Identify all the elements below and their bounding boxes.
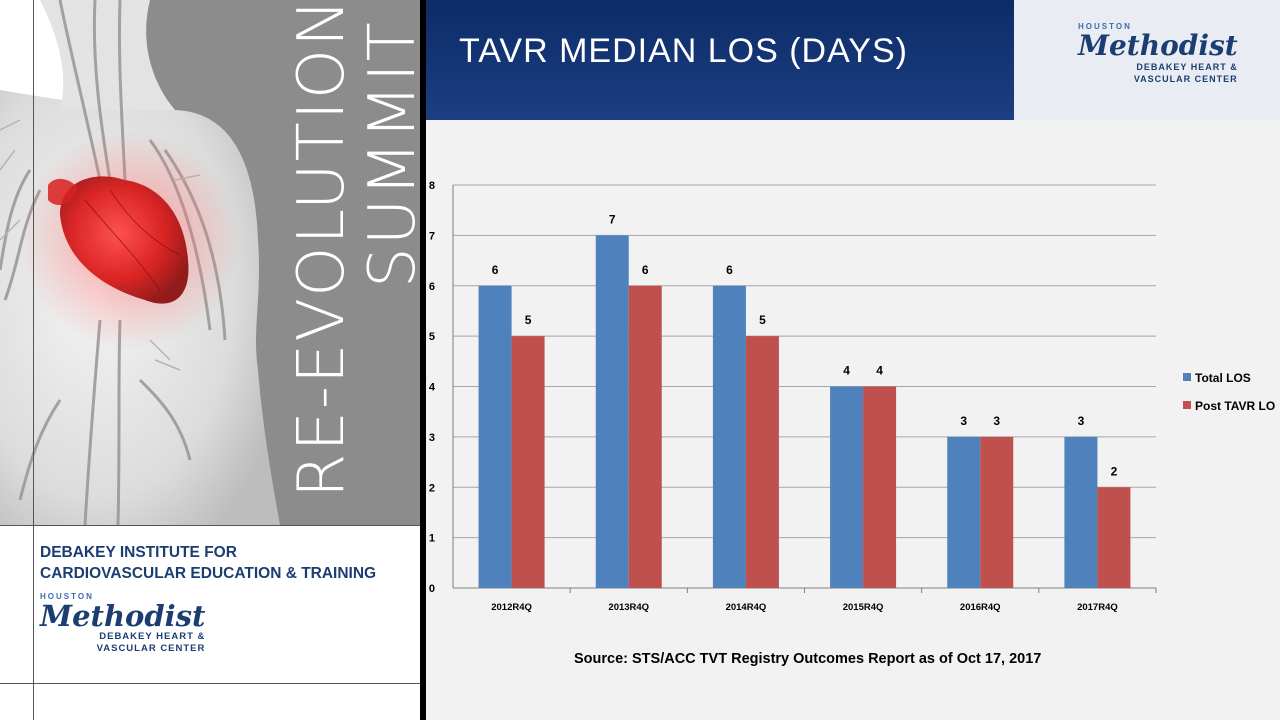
logo-houston-text: HOUSTON [40,592,94,601]
legend-swatch [1183,373,1191,381]
x-tick-label: 2017R4Q [1077,602,1118,613]
bar-post-tavr-lo [628,285,662,588]
data-label: 3 [1078,414,1085,428]
slide-title: TAVR MEDIAN LOS (DAYS) [459,32,908,70]
x-tick-label: 2016R4Q [960,602,1001,613]
source-note: Source: STS/ACC TVT Registry Outcomes Re… [574,651,1042,667]
slide: TAVR MEDIAN LOS (DAYS) HOUSTON Methodist… [426,0,1280,720]
data-label: 6 [642,263,649,277]
methodist-logo: HOUSTON Methodist DEBAKEY HEART & VASCUL… [40,592,205,655]
bar-post-tavr-lo [1097,487,1131,588]
guide-line-vertical [33,0,34,720]
anatomy-illustration [0,0,420,525]
institute-name: DEBAKEY INSTITUTE FOR CARDIOVASCULAR EDU… [40,542,376,584]
y-tick-label: 7 [429,230,435,242]
logo-sub-line1: DEBAKEY HEART & [99,631,206,642]
data-label: 4 [843,364,850,378]
x-tick-label: 2014R4Q [726,602,767,613]
data-label: 5 [525,313,532,327]
data-label: 3 [960,414,967,428]
y-tick-label: 6 [429,281,435,293]
header-logo-sub-line1: DEBAKEY HEART & [1136,62,1238,72]
legend-label: Post TAVR LO [1195,399,1275,413]
bar-post-tavr-lo [980,436,1014,588]
x-tick-label: 2015R4Q [843,602,884,613]
bar-total-los [712,285,746,588]
data-label: 4 [876,364,883,378]
data-label: 5 [759,313,766,327]
summit-title-line2: SUMMIT [356,20,420,288]
legend-swatch [1183,401,1191,409]
header-logo-box [1014,0,1280,120]
y-tick-label: 1 [429,533,435,545]
bar-total-los [595,235,629,588]
left-panel: RE-EVOLUTION SUMMIT DEBAKEY INSTITUTE FO… [0,0,420,720]
data-label: 6 [492,263,499,277]
y-tick-label: 8 [429,180,435,192]
y-tick-label: 0 [429,583,435,595]
y-tick-label: 5 [429,331,435,343]
bar-post-tavr-lo [511,336,545,588]
los-bar-chart: 0 1 2 3 4 5 6 7 8 2012R4Q 6 5 2013R4Q 7 6 2014R4Q 6 5 2015… [429,180,1275,613]
y-tick-label: 4 [429,382,436,394]
header-logo-sub-line2: VASCULAR CENTER [1133,74,1238,84]
bar-total-los [1064,436,1098,588]
logo-name: Methodist [40,599,206,633]
legend-label: Total LOS [1195,371,1251,385]
header-logo-name: Methodist [1078,29,1238,62]
institute-line1: DEBAKEY INSTITUTE FOR [40,544,237,561]
x-tick-label: 2012R4Q [491,602,532,613]
data-label: 2 [1111,464,1118,478]
header-methodist-logo: HOUSTON Methodist DEBAKEY HEART & VASCUL… [1078,22,1238,85]
y-tick-label: 3 [429,432,435,444]
summit-title-line1: RE-EVOLUTION [285,0,359,498]
bar-total-los [830,386,864,588]
header-logo-houston-text: HOUSTON [1078,22,1132,31]
bar-post-tavr-lo [745,336,779,588]
guide-line-horizontal-top [0,525,420,526]
data-label: 7 [609,212,616,226]
x-tick-label: 2013R4Q [608,602,649,613]
data-label: 3 [993,414,1000,428]
bar-total-los [478,285,512,588]
data-label: 6 [726,263,733,277]
y-tick-label: 2 [429,482,435,494]
bar-post-tavr-lo [863,386,897,588]
logo-sub-line2: VASCULAR CENTER [96,643,206,654]
guide-line-horizontal-bottom [0,683,420,684]
institute-line2: CARDIOVASCULAR EDUCATION & TRAINING [40,565,377,582]
bar-total-los [947,436,981,588]
